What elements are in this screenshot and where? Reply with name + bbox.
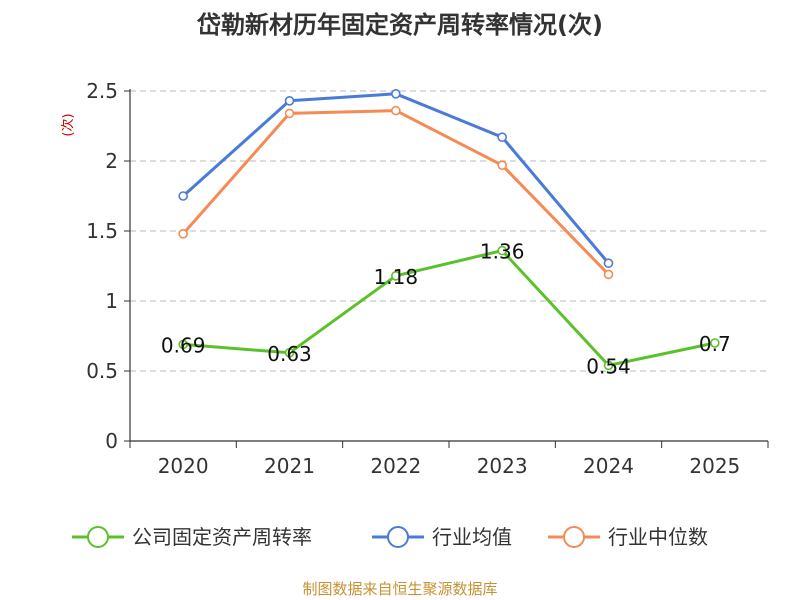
data-point	[603, 269, 614, 280]
chart-title: 岱勒新材历年固定资产周转率情况(次)	[196, 11, 603, 39]
data-point	[284, 96, 295, 106]
x-tick-label: 2020	[158, 454, 209, 478]
data-point	[178, 191, 188, 201]
data-point	[391, 89, 401, 99]
data-point	[497, 245, 507, 256]
y-axis-label: (次)	[60, 113, 76, 136]
x-tick-label: 2022	[370, 454, 421, 478]
y-tick-label: 1.5	[86, 219, 118, 243]
legend-label: 公司固定资产周转率	[132, 525, 312, 549]
y-tick-label: 2	[105, 149, 118, 173]
data-labels: 0.69 0.63 1.18 1.36 0.54 0.7	[161, 240, 731, 379]
series-line	[182, 109, 610, 276]
data-label: 0.69	[161, 333, 206, 357]
legend-marker	[563, 526, 585, 548]
x-tick-label: 2021	[264, 454, 315, 478]
y-tick-label: 1	[105, 289, 118, 313]
data-point	[178, 339, 188, 350]
legend-marker	[387, 526, 409, 548]
series-line	[182, 92, 610, 265]
data-label: 0.63	[267, 342, 312, 366]
legend-marker	[87, 526, 109, 548]
y-tick-label: 2.5	[86, 79, 118, 103]
legend-label: 行业中位数	[608, 525, 708, 549]
x-tick-label: 2023	[477, 454, 528, 478]
grid	[130, 90, 768, 372]
data-point	[497, 160, 507, 170]
data-point	[391, 270, 401, 281]
data-label: 1.36	[480, 240, 525, 264]
data-point	[178, 229, 188, 239]
data-label: 0.7	[699, 332, 731, 356]
series-layer	[178, 89, 720, 371]
data-label: 1.18	[374, 265, 419, 289]
data-point	[284, 347, 295, 358]
data-point	[710, 338, 720, 348]
series-line	[183, 249, 716, 367]
data-point	[603, 258, 614, 269]
y-tick-label: 0.5	[86, 359, 118, 383]
x-tick-label: 2025	[689, 454, 740, 478]
data-label: 0.54	[586, 354, 631, 378]
data-point	[603, 360, 614, 371]
data-point	[497, 132, 507, 142]
source-note: 制图数据来自恒生聚源数据库	[302, 580, 497, 598]
y-tick-label: 0	[105, 429, 118, 453]
x-tick-label: 2024	[583, 454, 634, 478]
data-point	[391, 105, 401, 116]
data-point	[284, 108, 295, 119]
legend-label: 行业均值	[432, 525, 512, 549]
legend: 公司固定资产周转率 行业均值 行业中位数	[72, 525, 708, 549]
axes: 0 0.5 1 1.5 2 2.5 2020 2021 2022 2023 2024 2025	[86, 79, 769, 478]
